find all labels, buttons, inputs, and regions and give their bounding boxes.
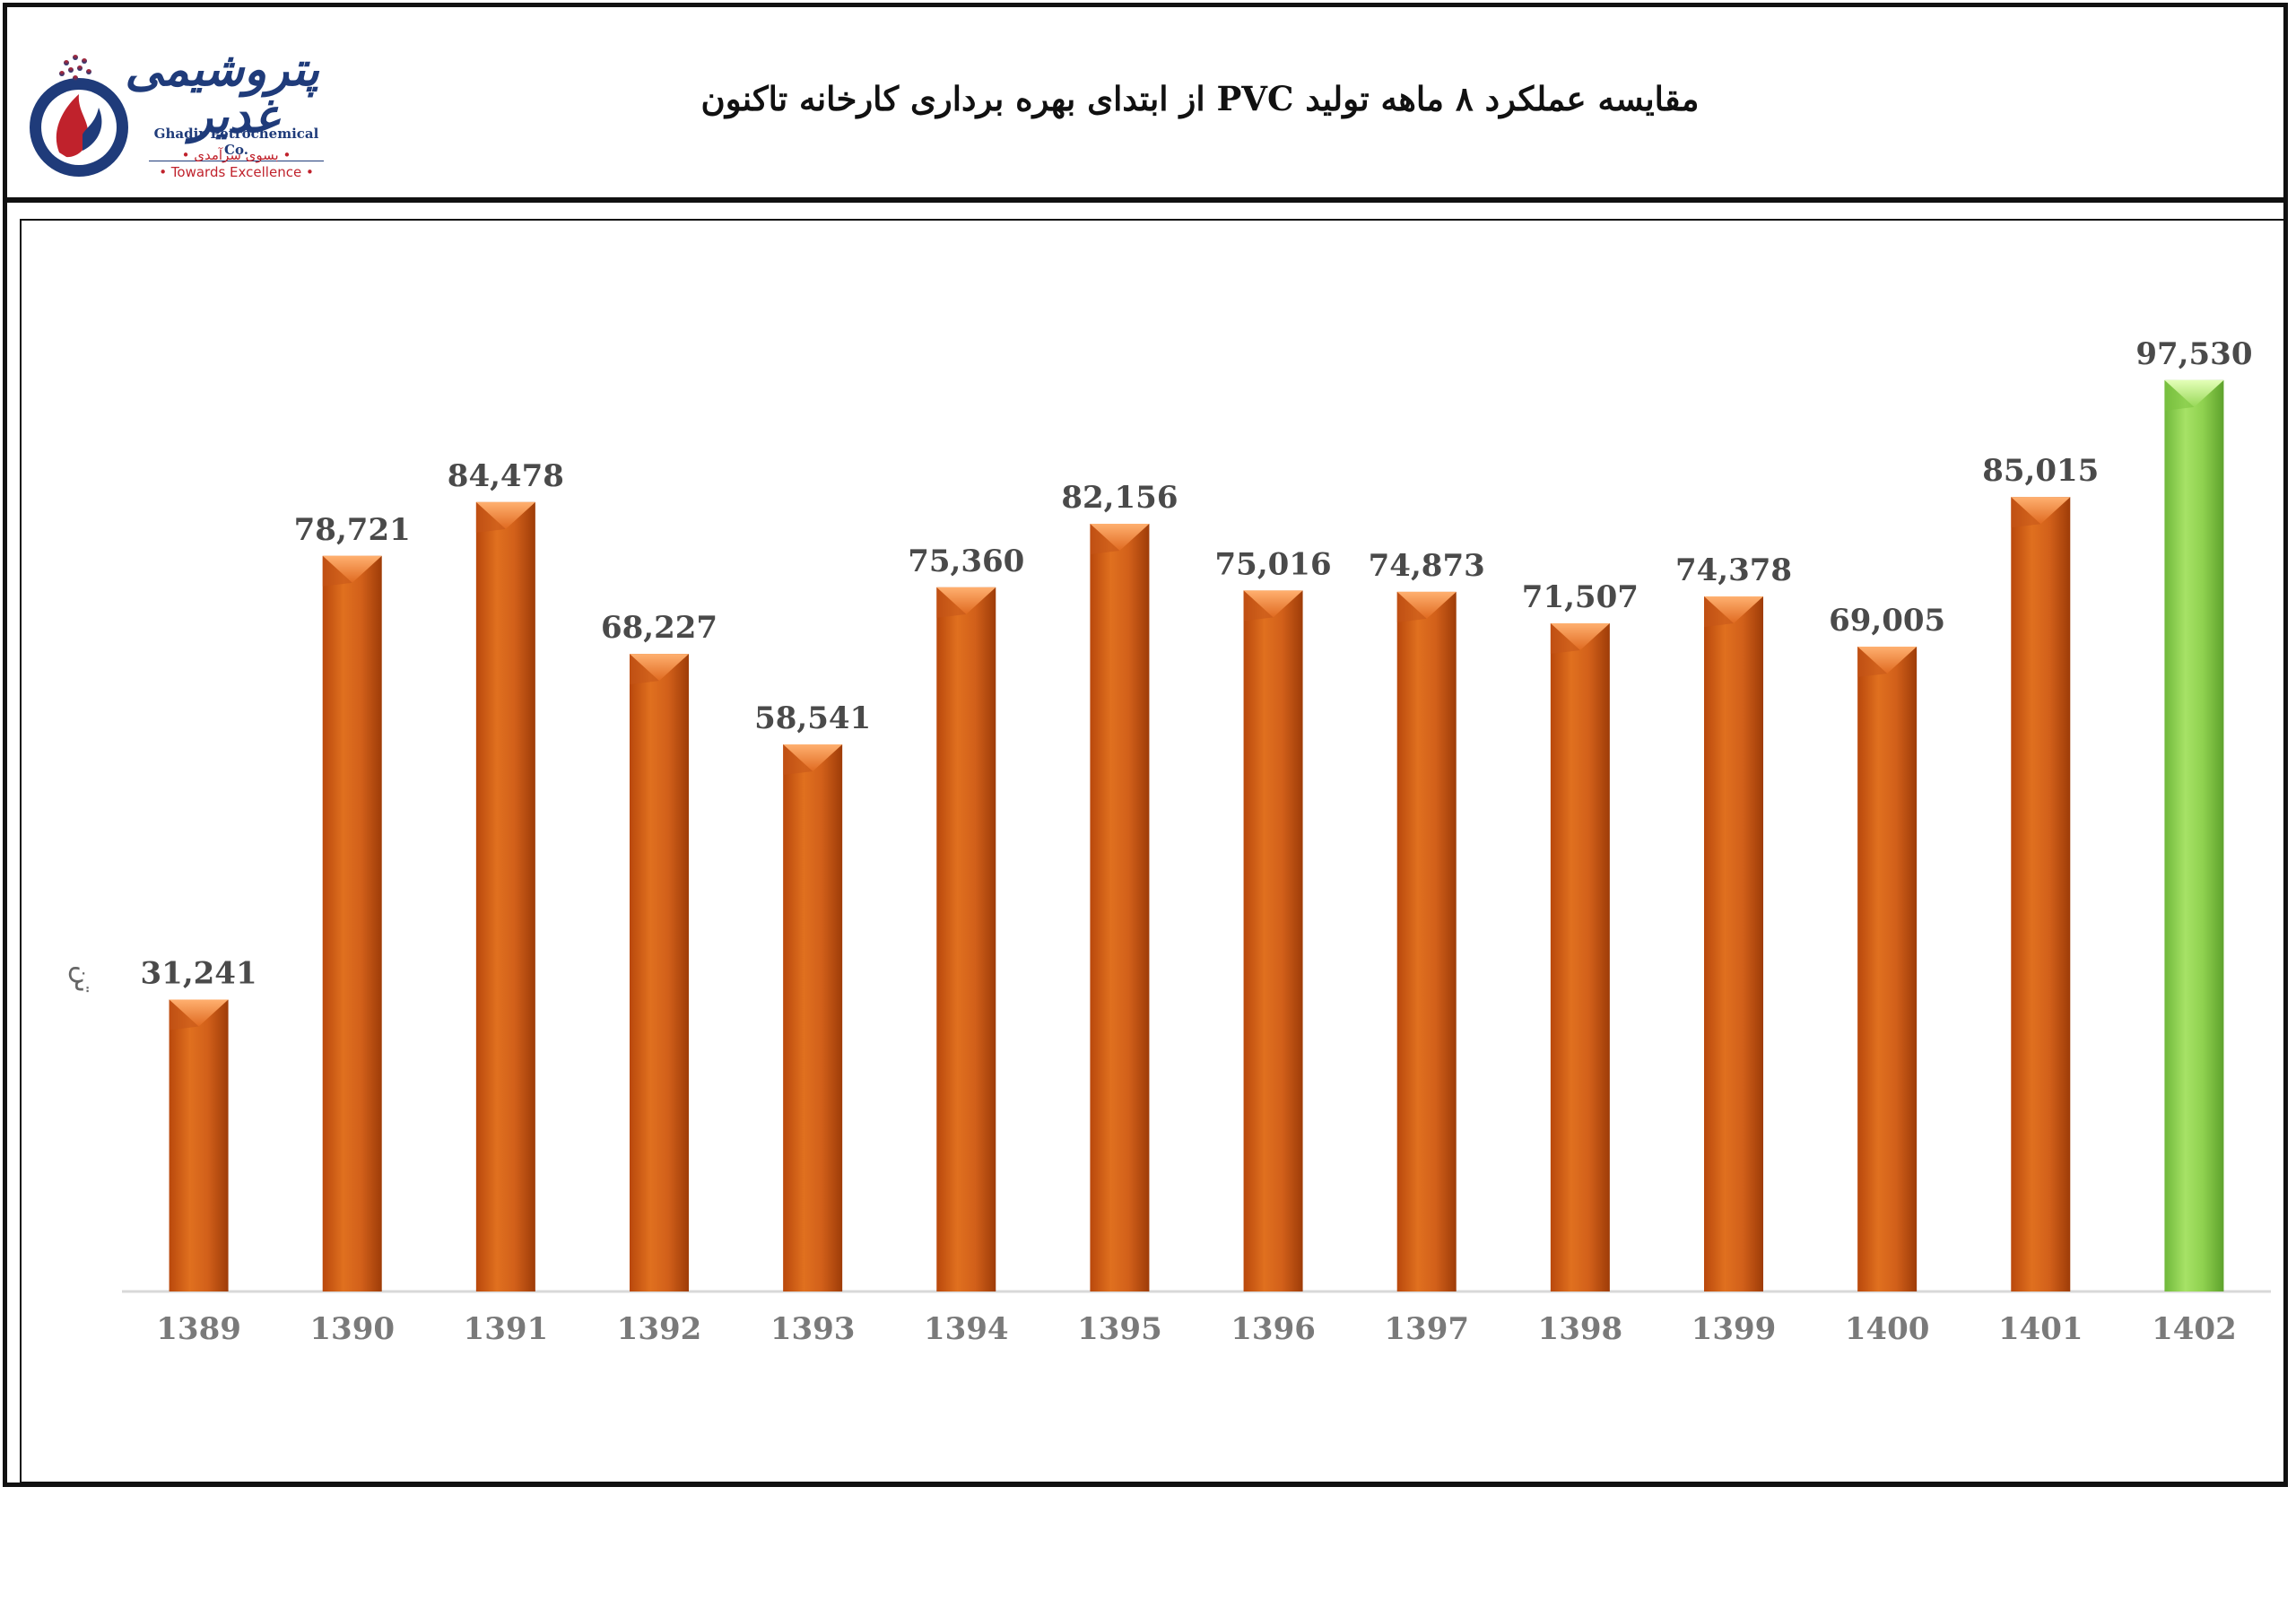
bar-cap bbox=[630, 654, 689, 682]
bar-1392 bbox=[630, 654, 689, 1291]
bar-1401 bbox=[2011, 497, 2071, 1291]
x-tick-label-1400: 1400 bbox=[1845, 1311, 1930, 1347]
bar-body bbox=[475, 501, 535, 1291]
bar-cap-shade bbox=[322, 555, 352, 587]
bar-cap-shade bbox=[1243, 590, 1274, 622]
data-label-1393: 58,541 bbox=[754, 700, 871, 736]
bar-body bbox=[322, 555, 382, 1291]
data-label-1394: 75,360 bbox=[908, 543, 1024, 579]
logo-slogan-fa: • بسوی سرآمدی • bbox=[181, 147, 291, 163]
data-label-1390: 78,721 bbox=[294, 512, 411, 548]
bar-1400 bbox=[1857, 647, 1918, 1291]
bar-cap-shade bbox=[2011, 497, 2041, 528]
bar-cap bbox=[1243, 590, 1303, 618]
bar-body bbox=[936, 587, 996, 1291]
bar-cap-shade bbox=[1704, 596, 1734, 628]
bar-cap bbox=[1704, 596, 1763, 624]
x-tick-label-1397: 1397 bbox=[1384, 1311, 1469, 1347]
bar-cap bbox=[475, 501, 535, 529]
x-tick-label-1402: 1402 bbox=[2152, 1311, 2237, 1347]
bar-cap bbox=[1857, 647, 1918, 674]
company-logo: پتروشیمی غدیر Ghadir Petrochemical Co. •… bbox=[23, 34, 328, 187]
data-label-1399: 74,378 bbox=[1675, 552, 1792, 588]
bar-cap-shade bbox=[1396, 591, 1427, 622]
logo-slogan-en: • Towards Excellence • bbox=[159, 164, 314, 180]
data-label-1402: 97,530 bbox=[2135, 336, 2252, 372]
bar-cap bbox=[1396, 591, 1457, 619]
x-tick-label-1393: 1393 bbox=[770, 1311, 856, 1347]
bar-cap bbox=[2011, 497, 2071, 525]
bar-cap-shade bbox=[1857, 647, 1888, 678]
bar-cap-shade bbox=[936, 587, 967, 618]
bar-body bbox=[1396, 591, 1457, 1291]
bar-cap-shade bbox=[2164, 379, 2195, 411]
bar-cap bbox=[2164, 379, 2224, 407]
logo-company-name: Ghadir Petrochemical Co. bbox=[149, 126, 324, 161]
bar-1396 bbox=[1243, 590, 1303, 1291]
bar-cap-shade bbox=[1090, 524, 1120, 555]
bar-cap bbox=[936, 587, 996, 614]
data-label-1396: 75,016 bbox=[1215, 546, 1332, 582]
y-axis-unit-label: تن bbox=[68, 964, 100, 994]
header: پتروشیمی غدیر Ghadir Petrochemical Co. •… bbox=[7, 7, 2283, 203]
bar-cap bbox=[1550, 622, 1610, 650]
bar-body bbox=[1243, 590, 1303, 1291]
logo-flame-icon bbox=[30, 55, 128, 177]
x-tick-label-1395: 1395 bbox=[1077, 1311, 1162, 1347]
bar-1402 bbox=[2164, 379, 2224, 1291]
x-tick-label-1396: 1396 bbox=[1231, 1311, 1316, 1347]
bar-1397 bbox=[1396, 591, 1457, 1291]
page-title: مقایسه عملکرد ۸ ماهه تولید PVC از ابتدای… bbox=[700, 79, 1700, 118]
bar-cap bbox=[322, 555, 382, 583]
chart-area: 31,241 1389 78,721 1390 84,478 1391 68,227 1392… bbox=[20, 219, 2285, 1483]
bar-body bbox=[2164, 379, 2224, 1291]
bar-1394 bbox=[936, 587, 996, 1291]
bar-cap-shade bbox=[169, 999, 199, 1030]
bar-1389 bbox=[169, 999, 229, 1291]
data-label-1389: 31,241 bbox=[141, 955, 257, 991]
bar-1395 bbox=[1090, 524, 1150, 1291]
bar-body bbox=[1857, 647, 1918, 1291]
x-tick-label-1399: 1399 bbox=[1692, 1311, 1777, 1347]
data-label-1400: 69,005 bbox=[1829, 603, 1945, 639]
bar-cap-shade bbox=[630, 654, 659, 685]
bar-body bbox=[630, 654, 689, 1291]
x-tick-label-1398: 1398 bbox=[1538, 1311, 1623, 1347]
x-tick-label-1394: 1394 bbox=[924, 1311, 1009, 1347]
bar-cap bbox=[1090, 524, 1150, 552]
bar-1391 bbox=[475, 501, 535, 1291]
data-label-1392: 68,227 bbox=[601, 610, 718, 646]
bar-cap-shade bbox=[475, 501, 506, 533]
bar-cap bbox=[783, 744, 843, 772]
bar-1399 bbox=[1704, 596, 1763, 1291]
bar-cap-shade bbox=[783, 744, 813, 776]
x-tick-label-1392: 1392 bbox=[617, 1311, 702, 1347]
x-tick-label-1391: 1391 bbox=[464, 1311, 549, 1347]
data-label-1401: 85,015 bbox=[1982, 453, 2099, 489]
x-tick-label-1390: 1390 bbox=[309, 1311, 395, 1347]
bar-body bbox=[2011, 497, 2071, 1291]
bar-body bbox=[1704, 596, 1763, 1291]
bar-body bbox=[169, 999, 229, 1291]
data-label-1395: 82,156 bbox=[1061, 480, 1178, 516]
data-label-1398: 71,507 bbox=[1522, 579, 1639, 615]
bar-1390 bbox=[322, 555, 382, 1291]
outer-frame: پتروشیمی غدیر Ghadir Petrochemical Co. •… bbox=[3, 3, 2288, 1487]
bar-body bbox=[1550, 622, 1610, 1291]
x-tick-label-1389: 1389 bbox=[156, 1311, 241, 1347]
logo-script-text: پتروشیمی غدیر bbox=[125, 42, 319, 143]
bar-chart: 31,241 1389 78,721 1390 84,478 1391 68,227 1392… bbox=[122, 336, 2271, 1347]
data-label-1391: 84,478 bbox=[448, 458, 564, 494]
x-tick-label-1401: 1401 bbox=[1998, 1311, 2083, 1347]
data-label-1397: 74,873 bbox=[1369, 548, 1485, 584]
bar-1393 bbox=[783, 744, 843, 1291]
bar-cap-shade bbox=[1550, 622, 1580, 654]
bar-body bbox=[783, 744, 843, 1291]
bar-cap bbox=[169, 999, 229, 1027]
bar-1398 bbox=[1550, 622, 1610, 1291]
bar-body bbox=[1090, 524, 1150, 1291]
